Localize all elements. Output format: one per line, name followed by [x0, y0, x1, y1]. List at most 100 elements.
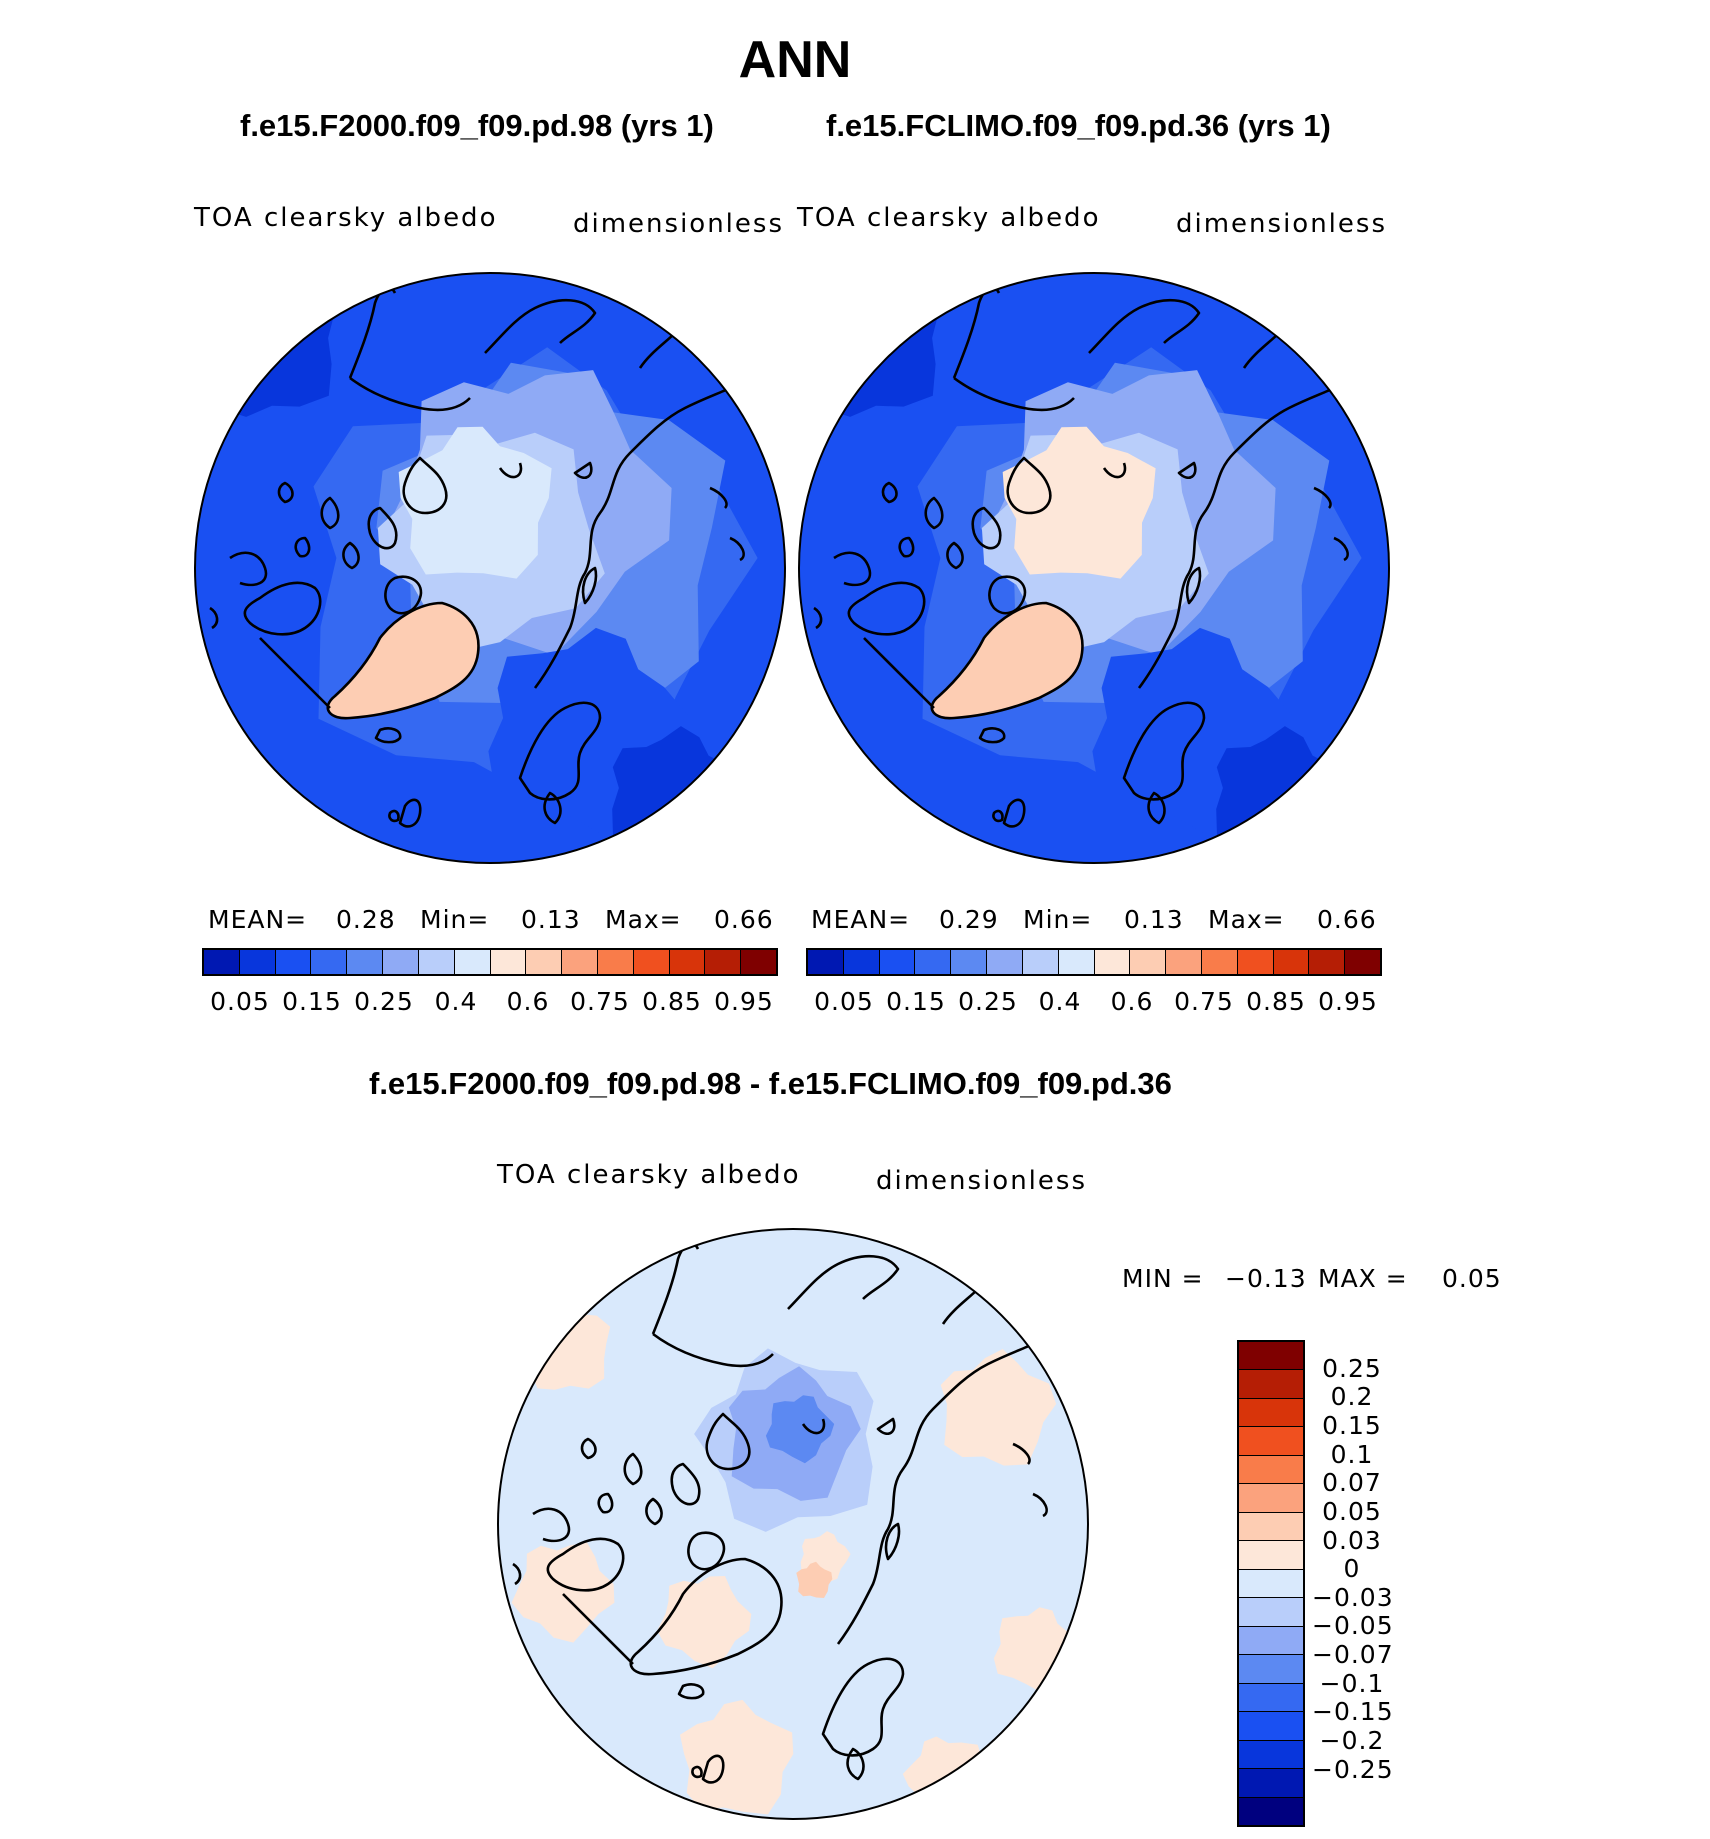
left-colorbar-labels-tick: 0.75	[570, 987, 630, 1016]
right-units-label: dimensionless	[1176, 209, 1387, 239]
map-border	[798, 272, 1390, 864]
diff-colorbar-swatch	[1239, 1342, 1303, 1370]
diff-max-label: MAX =	[1318, 1264, 1408, 1293]
diff-colorbar-swatch	[1239, 1483, 1303, 1512]
diff-colorbar-swatch	[1239, 1369, 1303, 1398]
right-colorbar-labels-tick: 0.75	[1174, 987, 1234, 1016]
map-border	[194, 272, 786, 864]
diff-colorbar-swatch	[1239, 1682, 1303, 1712]
diff-colorbar-swatch	[1239, 1568, 1303, 1598]
right-colorbar-swatch	[1129, 950, 1166, 974]
right-colorbar	[806, 948, 1382, 976]
right-min-label: Min=	[1023, 905, 1093, 934]
left-colorbar-swatch	[453, 950, 490, 974]
left-colorbar-swatch	[740, 950, 776, 974]
left-colorbar-swatch	[596, 950, 633, 974]
left-colorbar-swatch	[310, 950, 347, 974]
left-colorbar-swatch	[238, 950, 275, 974]
diff-colorbar-swatch	[1239, 1654, 1303, 1683]
right-mean-label: MEAN=	[811, 905, 911, 934]
right-colorbar-swatch	[1236, 950, 1273, 974]
diff-title: f.e15.F2000.f09_f09.pd.98 - f.e15.FCLIMO…	[369, 1066, 1172, 1101]
diff-min-label: MIN =	[1122, 1264, 1204, 1293]
right-colorbar-swatch	[1021, 950, 1058, 974]
diff-colorbar-swatch	[1239, 1711, 1303, 1740]
page-title: ANN	[738, 31, 852, 89]
left-colorbar	[202, 948, 778, 976]
right-colorbar-swatch	[1165, 950, 1201, 974]
right-colorbar-swatch	[986, 950, 1022, 974]
diff-colorbar	[1237, 1340, 1305, 1827]
left-colorbar-swatch	[346, 950, 383, 974]
left-colorbar-swatch	[274, 950, 311, 974]
left-colorbar-swatch	[489, 950, 526, 974]
left-colorbar-swatch	[382, 950, 418, 974]
diff-colorbar-swatch	[1239, 1739, 1303, 1769]
left-max-label: Max=	[605, 905, 682, 934]
greenland-fill	[931, 603, 1083, 719]
diff-colorbar-swatch	[1239, 1796, 1303, 1825]
right-colorbar-swatch	[1057, 950, 1094, 974]
diff-colorbar-swatch	[1239, 1768, 1303, 1797]
left-colorbar-swatch	[704, 950, 741, 974]
right-colorbar-swatch	[878, 950, 915, 974]
left-units-label: dimensionless	[573, 209, 784, 239]
left-colorbar-labels-tick: 0.4	[434, 987, 478, 1016]
right-colorbar-swatch	[808, 950, 843, 974]
right-case-title: f.e15.FCLIMO.f09_f09.pd.36 (yrs 1)	[826, 108, 1331, 143]
right-colorbar-labels-tick: 0.85	[1246, 987, 1306, 1016]
left-mean-label: MEAN=	[208, 905, 308, 934]
right-colorbar-swatch	[1308, 950, 1345, 974]
left-colorbar-labels-tick: 0.95	[714, 987, 774, 1016]
left-max-value: 0.66	[714, 905, 774, 934]
right-colorbar-labels-tick: 0.4	[1038, 987, 1082, 1016]
right-colorbar-labels-tick: 0.6	[1110, 987, 1154, 1016]
left-variable-label: TOA clearsky albedo	[194, 203, 498, 233]
diff-colorbar-swatch	[1239, 1511, 1303, 1541]
diff-max-value: 0.05	[1442, 1264, 1502, 1293]
right-mean-value: 0.29	[939, 905, 999, 934]
right-colorbar-labels-tick: 0.15	[886, 987, 946, 1016]
right-colorbar-labels-tick: 0.95	[1318, 987, 1378, 1016]
right-colorbar-labels: 0.05 0.15 0.25 0.4 0.6 0.75 0.85 0.95	[0, 987, 1710, 1017]
left-colorbar-labels: 0.05 0.15 0.25 0.4 0.6 0.75 0.85 0.95	[0, 987, 1710, 1017]
diff-colorbar-swatch	[1239, 1426, 1303, 1455]
right-variable-label: TOA clearsky albedo	[797, 203, 1101, 233]
right-colorbar-swatch	[950, 950, 987, 974]
left-colorbar-labels-tick: 0.6	[506, 987, 550, 1016]
map-diff	[497, 1228, 1089, 1820]
left-case-title: f.e15.F2000.f09_f09.pd.98 (yrs 1)	[240, 108, 714, 143]
diff-min-value: −0.13	[1225, 1264, 1307, 1293]
left-min-value: 0.13	[521, 905, 581, 934]
left-colorbar-swatch	[561, 950, 597, 974]
left-colorbar-swatch	[632, 950, 669, 974]
right-colorbar-swatch	[1344, 950, 1380, 974]
diff-colorbar-swatch	[1239, 1597, 1303, 1626]
diff-field	[498, 1229, 1088, 1819]
diff-colorbar-swatch	[1239, 1454, 1303, 1484]
left-colorbar-swatch	[525, 950, 562, 974]
right-min-value: 0.13	[1124, 905, 1184, 934]
left-colorbar-labels-tick: 0.05	[210, 987, 270, 1016]
left-colorbar-labels-tick: 0.25	[354, 987, 414, 1016]
left-colorbar-swatch	[668, 950, 705, 974]
map-left	[194, 272, 786, 864]
left-colorbar-swatch	[204, 950, 239, 974]
right-colorbar-swatch	[842, 950, 879, 974]
right-colorbar-labels-tick: 0.25	[958, 987, 1018, 1016]
right-colorbar-swatch	[914, 950, 951, 974]
diff-units-label: dimensionless	[876, 1166, 1087, 1196]
diff-colorbar-swatch	[1239, 1540, 1303, 1569]
left-colorbar-labels-tick: 0.15	[282, 987, 342, 1016]
greenland-fill	[327, 603, 479, 719]
left-mean-value: 0.28	[336, 905, 396, 934]
left-colorbar-labels-tick: 0.85	[642, 987, 702, 1016]
right-max-value: 0.66	[1317, 905, 1377, 934]
polar-cap	[1002, 426, 1156, 579]
diff-colorbar-swatch	[1239, 1397, 1303, 1427]
diff-variable-label: TOA clearsky albedo	[497, 1160, 801, 1190]
right-colorbar-swatch	[1200, 950, 1237, 974]
polar-cap	[398, 426, 552, 579]
map-border	[497, 1228, 1089, 1820]
